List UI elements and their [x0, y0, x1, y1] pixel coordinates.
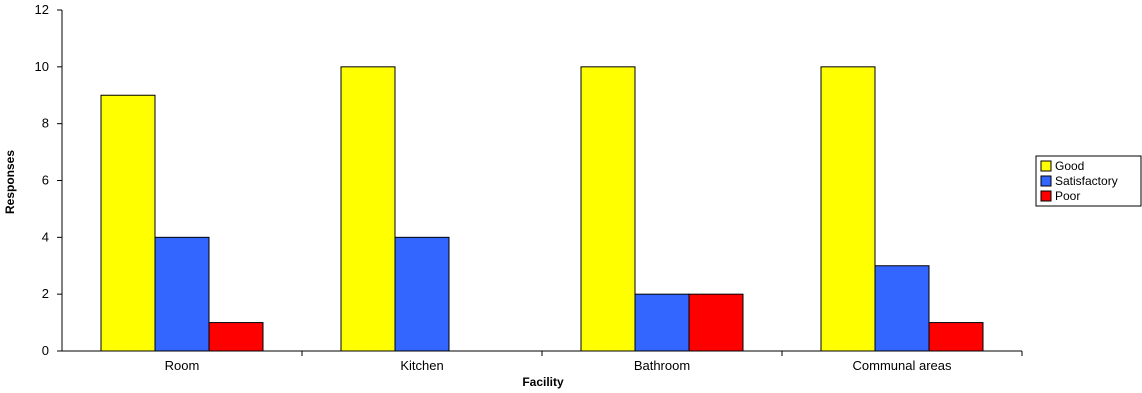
bar-good-bathroom	[580, 66, 636, 352]
bar-good-communal-areas	[820, 66, 876, 352]
y-tick-label: 10	[35, 59, 49, 74]
x-tick-label: Communal areas	[853, 358, 952, 373]
bar-satisfactory-bathroom	[634, 293, 690, 352]
plot-area: 0 2 4 6 8 10 12 Room Kitchen Bathroom Communal are…	[35, 2, 1023, 373]
y-tick-label: 6	[42, 173, 49, 188]
y-tick-label: 12	[35, 2, 49, 17]
y-tick-label: 8	[42, 116, 49, 131]
y-tick-label: 4	[42, 229, 49, 244]
x-axis-title: Facility	[522, 375, 564, 389]
bar-poor-communal-areas	[928, 322, 984, 352]
legend-label-good: Good	[1055, 159, 1084, 173]
legend-swatch-satisfactory	[1040, 175, 1052, 187]
y-axis-title: Responses	[3, 150, 17, 214]
bar-good-kitchen	[340, 66, 396, 352]
bar-satisfactory-communal-areas	[874, 265, 930, 352]
x-tick-label: Room	[165, 358, 200, 373]
y-tick-label: 2	[42, 286, 49, 301]
x-tick-label: Bathroom	[634, 358, 690, 373]
legend-box	[1035, 155, 1142, 207]
bar-satisfactory-room	[154, 236, 210, 352]
legend-swatch-good	[1040, 160, 1052, 172]
y-tick-label: 0	[42, 343, 49, 358]
bar-poor-room	[208, 322, 264, 352]
legend-label-poor: Poor	[1055, 189, 1080, 203]
legend-label-satisfactory: Satisfactory	[1055, 174, 1118, 188]
x-tick-label: Kitchen	[400, 358, 443, 373]
bar-good-room	[100, 94, 156, 352]
bar-satisfactory-kitchen	[394, 236, 450, 352]
bar-poor-bathroom	[688, 293, 744, 352]
legend-swatch-poor	[1040, 190, 1052, 202]
